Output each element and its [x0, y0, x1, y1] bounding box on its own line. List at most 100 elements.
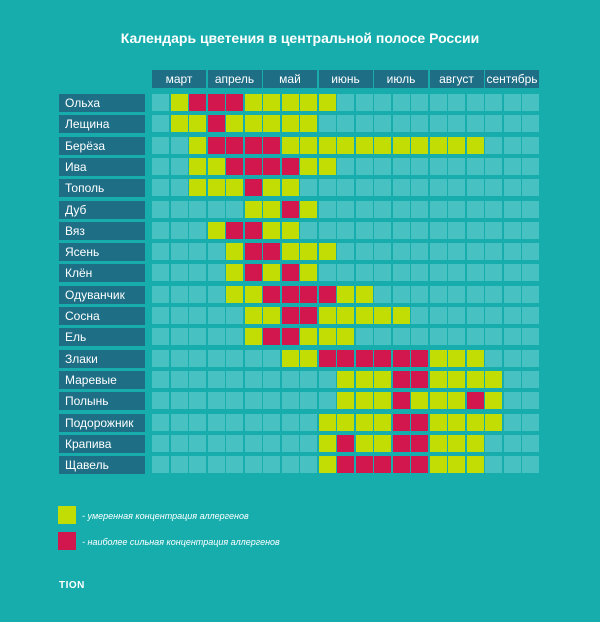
row-label: Тополь	[59, 179, 145, 198]
heatmap-cell	[392, 285, 410, 303]
legend-swatch-moderate	[58, 506, 76, 524]
heatmap-cell	[411, 307, 428, 324]
row-label: Дуб	[59, 200, 145, 219]
heatmap-cell	[392, 434, 410, 452]
month-label: апрель	[207, 70, 262, 88]
heatmap-cell	[337, 307, 354, 324]
heatmap-cell	[318, 221, 336, 239]
heatmap-cell	[522, 200, 539, 218]
heatmap-cell	[466, 94, 484, 111]
heatmap-cell	[226, 243, 243, 261]
heatmap-cell	[374, 307, 391, 324]
heatmap-cell	[503, 264, 521, 282]
heatmap-cell	[411, 221, 428, 239]
heatmap-cell	[503, 221, 521, 239]
heatmap-cell	[244, 115, 262, 133]
row-label: Лещина	[59, 115, 145, 134]
heatmap-cell	[429, 221, 447, 239]
row-label: Злаки	[59, 349, 145, 368]
heatmap-cell	[170, 349, 188, 367]
heatmap-cell	[281, 370, 299, 388]
heatmap-cell	[263, 413, 280, 431]
row-label: Одуванчик	[59, 285, 145, 304]
heatmap-cell	[300, 94, 317, 111]
heatmap-cell	[281, 328, 299, 346]
heatmap-cell	[522, 179, 539, 197]
heatmap-cell	[207, 94, 225, 111]
heatmap-cell	[226, 285, 243, 303]
heatmap-cell	[281, 349, 299, 367]
heatmap-cell	[485, 456, 502, 474]
heatmap-cell	[337, 413, 354, 431]
row-label: Ясень	[59, 243, 145, 262]
heatmap-cell	[244, 200, 262, 218]
heatmap-cell	[152, 264, 169, 282]
heatmap-cell	[152, 307, 169, 324]
heatmap-cell	[337, 179, 354, 197]
heatmap-cell	[189, 243, 206, 261]
heatmap-cell	[300, 264, 317, 282]
heatmap-cell	[263, 285, 280, 303]
heatmap-cell	[466, 413, 484, 431]
month-label: август	[429, 70, 484, 88]
heatmap-cell	[244, 264, 262, 282]
heatmap-cell	[466, 349, 484, 367]
heatmap-cell	[503, 307, 521, 324]
heatmap-cell	[300, 456, 317, 474]
heatmap-cell	[485, 94, 502, 111]
heatmap-cell	[485, 136, 502, 154]
heatmap-cell	[485, 221, 502, 239]
heatmap-cell	[189, 392, 206, 410]
row-label: Полынь	[59, 392, 145, 411]
heatmap-cell	[263, 349, 280, 367]
heatmap-cell	[226, 413, 243, 431]
heatmap-cell	[429, 264, 447, 282]
heatmap-cell	[374, 115, 391, 133]
heatmap-cell	[466, 179, 484, 197]
heatmap-cell	[170, 285, 188, 303]
legend-text-high: - наиболее сильная концентрация аллерген…	[82, 537, 280, 547]
heatmap-cell	[411, 285, 428, 303]
heatmap-cell	[318, 94, 336, 111]
heatmap-cell	[207, 136, 225, 154]
heatmap-cell	[152, 349, 169, 367]
heatmap-cell	[152, 392, 169, 410]
heatmap-cell	[337, 94, 354, 111]
heatmap-cell	[411, 413, 428, 431]
heatmap-cell	[522, 221, 539, 239]
heatmap-cell	[152, 434, 169, 452]
heatmap-cell	[355, 179, 373, 197]
heatmap-cell	[189, 434, 206, 452]
heatmap-cell	[485, 157, 502, 175]
heatmap-cell	[170, 157, 188, 175]
heatmap-cell	[281, 307, 299, 324]
heatmap-cell	[355, 157, 373, 175]
heatmap-cell	[355, 413, 373, 431]
heatmap-cell	[522, 307, 539, 324]
heatmap-cell	[337, 157, 354, 175]
heatmap-cell	[503, 349, 521, 367]
heatmap-cell	[152, 115, 169, 133]
heatmap-cell	[374, 179, 391, 197]
heatmap-cell	[152, 456, 169, 474]
heatmap-cell	[263, 179, 280, 197]
heatmap-cell	[355, 136, 373, 154]
heatmap-cell	[189, 349, 206, 367]
heatmap-cell	[281, 94, 299, 111]
heatmap-cell	[503, 413, 521, 431]
heatmap-cell	[300, 349, 317, 367]
heatmap-cell	[170, 456, 188, 474]
heatmap-cell	[226, 221, 243, 239]
heatmap-cell	[355, 94, 373, 111]
heatmap-cell	[189, 328, 206, 346]
heatmap-cell	[522, 413, 539, 431]
legend-text-moderate: - умеренная концентрация аллергенов	[82, 511, 249, 521]
heatmap-cell	[318, 179, 336, 197]
heatmap-cell	[244, 136, 262, 154]
heatmap-cell	[466, 200, 484, 218]
heatmap-cell	[244, 179, 262, 197]
heatmap-cell	[170, 434, 188, 452]
heatmap-cell	[392, 370, 410, 388]
heatmap-cell	[170, 307, 188, 324]
heatmap-cell	[189, 115, 206, 133]
